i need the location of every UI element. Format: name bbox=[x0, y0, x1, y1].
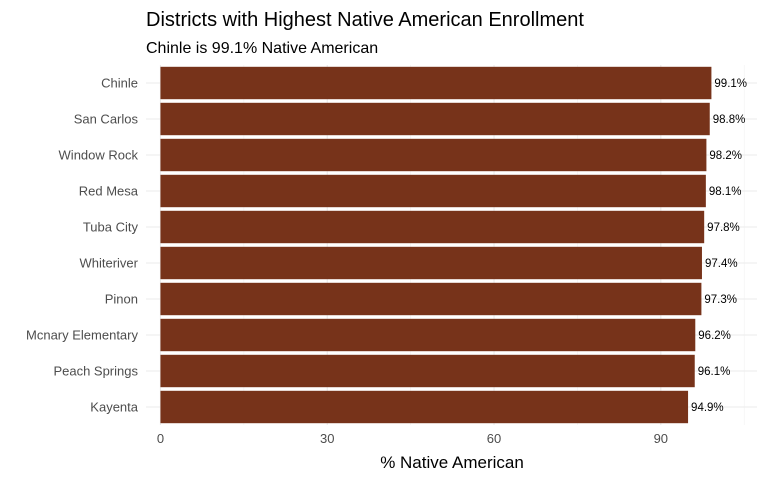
category-label: Window Rock bbox=[59, 148, 139, 163]
value-label: 97.4% bbox=[705, 258, 738, 270]
plot-area: 99.1% 98.8% 98.2% 98.1% 97.8% 97.4% 97.3% 96.2%… bbox=[146, 65, 757, 425]
category-label: Pinon bbox=[105, 292, 138, 307]
value-label: 98.1% bbox=[709, 186, 742, 198]
value-label: 96.1% bbox=[698, 366, 731, 378]
bars bbox=[160, 66, 712, 424]
bar bbox=[160, 102, 710, 136]
bar bbox=[160, 138, 707, 172]
category-label: Chinle bbox=[101, 76, 138, 91]
y-axis: Chinle San Carlos Window Rock Red Mesa Tuba … bbox=[26, 76, 139, 415]
bar bbox=[160, 354, 695, 388]
bar bbox=[160, 282, 702, 316]
x-axis: 0 30 60 90 bbox=[157, 431, 668, 446]
category-label: Peach Springs bbox=[53, 364, 138, 379]
category-label: Whiteriver bbox=[79, 256, 138, 271]
category-label: Mcnary Elementary bbox=[26, 328, 138, 343]
x-axis-title: % Native American bbox=[380, 453, 524, 472]
value-label: 97.3% bbox=[704, 294, 737, 306]
bar bbox=[160, 318, 696, 352]
bar bbox=[160, 210, 705, 244]
chart-subtitle: Chinle is 99.1% Native American bbox=[146, 40, 378, 57]
value-label: 96.2% bbox=[698, 330, 731, 342]
bar bbox=[160, 246, 702, 280]
value-label: 99.1% bbox=[714, 78, 747, 90]
category-label: Tuba City bbox=[83, 220, 139, 235]
value-label: 98.2% bbox=[709, 150, 742, 162]
bar bbox=[160, 174, 706, 208]
x-tick-label: 60 bbox=[487, 431, 501, 446]
bar bbox=[160, 390, 689, 424]
value-label: 94.9% bbox=[691, 402, 724, 414]
bar bbox=[160, 66, 712, 100]
chart-title: Districts with Highest Native American E… bbox=[146, 9, 584, 31]
category-label: Kayenta bbox=[90, 400, 138, 415]
x-tick-label: 0 bbox=[157, 431, 164, 446]
x-tick-label: 90 bbox=[654, 431, 668, 446]
x-tick-label: 30 bbox=[320, 431, 334, 446]
value-label: 98.8% bbox=[713, 114, 746, 126]
value-label: 97.8% bbox=[707, 222, 740, 234]
value-labels: 99.1% 98.8% 98.2% 98.1% 97.8% 97.4% 97.3% 96.2%… bbox=[691, 78, 747, 414]
category-label: San Carlos bbox=[74, 112, 139, 127]
category-label: Red Mesa bbox=[79, 184, 139, 199]
